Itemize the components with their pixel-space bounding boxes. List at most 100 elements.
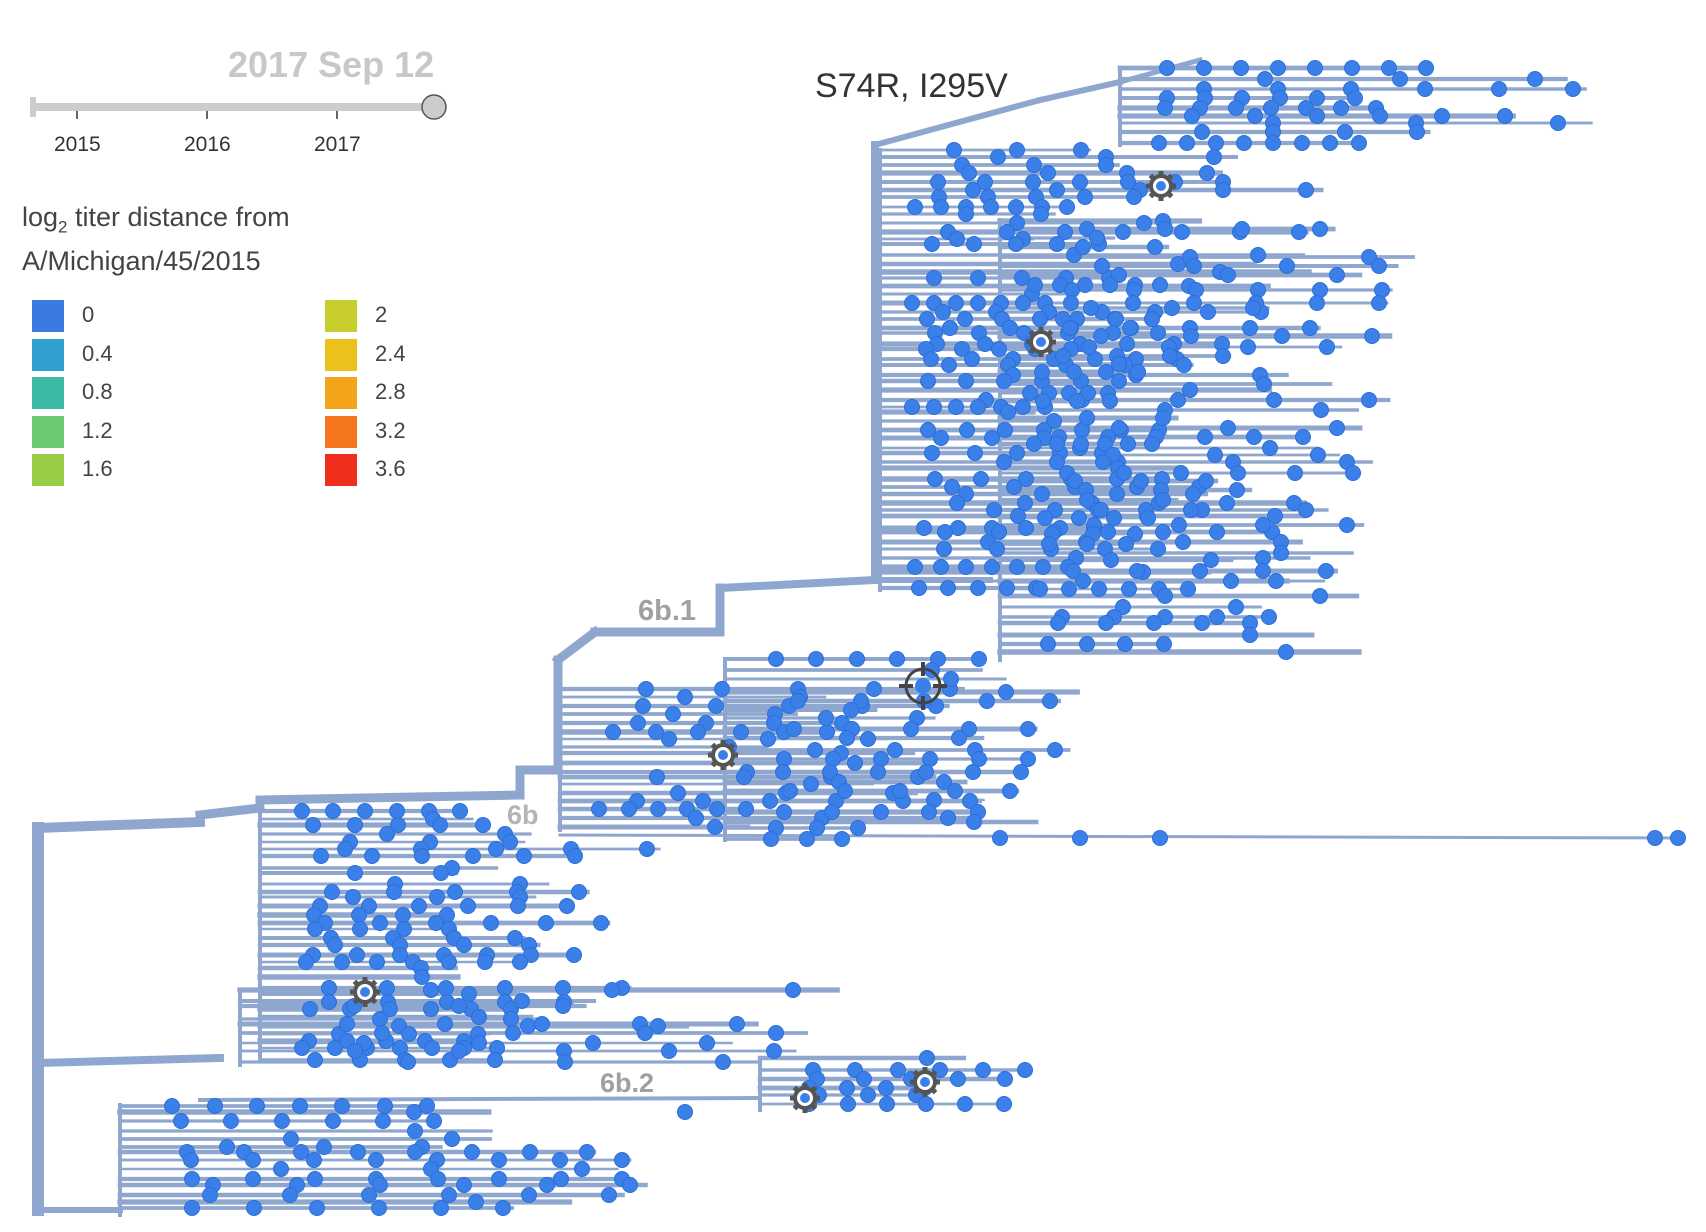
tree-tip[interactable] (1208, 135, 1224, 151)
tree-tip[interactable] (1307, 60, 1323, 76)
tree-tip[interactable] (1066, 364, 1082, 380)
tree-tip[interactable] (574, 1161, 590, 1177)
tree-tip[interactable] (361, 898, 377, 914)
tree-tip[interactable] (1198, 473, 1214, 489)
tree-tip[interactable] (920, 422, 936, 438)
tree-tip[interactable] (1312, 221, 1328, 237)
tree-tip[interactable] (1133, 473, 1149, 489)
tree-tip[interactable] (990, 149, 1006, 165)
tree-tip[interactable] (497, 980, 513, 996)
tree-tip[interactable] (1125, 295, 1141, 311)
tree-branch[interactable] (551, 625, 602, 667)
tree-tip[interactable] (507, 930, 523, 946)
tree-tip[interactable] (468, 1194, 484, 1210)
tree-tip[interactable] (349, 947, 365, 963)
tree-tip[interactable] (1219, 495, 1235, 511)
tree-tip[interactable] (567, 848, 583, 864)
tree-tip[interactable] (1009, 142, 1025, 158)
tree-tip[interactable] (1050, 615, 1066, 631)
tree-tip[interactable] (1008, 199, 1024, 215)
tree-tip[interactable] (555, 980, 571, 996)
tree-tip[interactable] (834, 831, 850, 847)
tree-tip[interactable] (1223, 573, 1239, 589)
tree-tip[interactable] (1312, 282, 1328, 298)
tree-tip[interactable] (1118, 536, 1134, 552)
tree-tip[interactable] (1245, 300, 1261, 316)
tree-tip[interactable] (1186, 258, 1202, 274)
tree-tip[interactable] (1302, 320, 1318, 336)
tree-tip[interactable] (1192, 563, 1208, 579)
tree-tip[interactable] (433, 1200, 449, 1216)
tree-tip[interactable] (966, 236, 982, 252)
tree-tip[interactable] (949, 495, 965, 511)
tree-tip[interactable] (1233, 60, 1249, 76)
tree-tip[interactable] (879, 1096, 895, 1112)
tree-tip[interactable] (375, 1113, 391, 1129)
tree-branch[interactable] (255, 790, 525, 805)
tree-tip[interactable] (979, 693, 995, 709)
tree-tip[interactable] (1122, 320, 1138, 336)
tree-tip[interactable] (321, 994, 337, 1010)
tree-tip[interactable] (1171, 517, 1187, 533)
tree-tip[interactable] (1286, 495, 1302, 511)
tree-tip[interactable] (1298, 100, 1314, 116)
tree-tip[interactable] (1089, 230, 1105, 246)
date-slider[interactable] (20, 85, 480, 145)
tree-tip[interactable] (491, 1171, 507, 1187)
tree-tip[interactable] (1364, 328, 1380, 344)
tree-tip[interactable] (1256, 376, 1272, 392)
tree-tip[interactable] (1062, 320, 1078, 336)
tree-tip[interactable] (999, 224, 1015, 240)
tree-tip[interactable] (1146, 615, 1162, 631)
tree-tip[interactable] (907, 559, 923, 575)
tree-tip[interactable] (639, 841, 655, 857)
tree-tip[interactable] (933, 430, 949, 446)
tree-tip[interactable] (1337, 124, 1353, 140)
tree-tip[interactable] (1073, 436, 1089, 452)
tree-tip[interactable] (521, 1187, 537, 1203)
tree-tip[interactable] (1025, 174, 1041, 190)
tree-tip[interactable] (890, 1062, 906, 1078)
tree-tip[interactable] (762, 793, 778, 809)
tree-branch[interactable] (1036, 78, 1124, 104)
tree-tip[interactable] (1257, 71, 1273, 87)
tree-tip[interactable] (1017, 495, 1033, 511)
tree-tip[interactable] (1155, 492, 1171, 508)
tree-tip[interactable] (1291, 224, 1307, 240)
tree-tip[interactable] (790, 693, 806, 709)
tree-tip[interactable] (1049, 182, 1065, 198)
tree-tip[interactable] (1242, 320, 1258, 336)
tree-tip[interactable] (1032, 311, 1048, 327)
tree-tip[interactable] (1098, 364, 1114, 380)
tree-tip[interactable] (522, 1144, 538, 1160)
tree-tip[interactable] (1095, 454, 1111, 470)
tree-tip[interactable] (1047, 742, 1063, 758)
tree-tip[interactable] (1273, 545, 1289, 561)
tree-tip[interactable] (1081, 339, 1097, 355)
tree-tip[interactable] (1381, 60, 1397, 76)
tree-tip[interactable] (1417, 81, 1433, 97)
tree-tip[interactable] (989, 541, 1005, 557)
tree-tip[interactable] (919, 1050, 935, 1066)
tree-tip[interactable] (942, 320, 958, 336)
tree-tip[interactable] (950, 1071, 966, 1087)
tree-tip[interactable] (904, 295, 920, 311)
tree-tip[interactable] (505, 1025, 521, 1041)
tree-tip[interactable] (347, 817, 363, 833)
tree-tip[interactable] (1164, 300, 1180, 316)
tree-tip[interactable] (1150, 325, 1166, 341)
tree-tip[interactable] (760, 731, 776, 747)
tree-tip[interactable] (471, 1009, 487, 1025)
tree-tip[interactable] (635, 698, 651, 714)
tree-tip[interactable] (839, 1080, 855, 1096)
tree-tip[interactable] (1392, 71, 1408, 87)
gear-icon[interactable] (790, 1083, 820, 1113)
tree-tip[interactable] (339, 1016, 355, 1032)
tree-tip[interactable] (1093, 328, 1109, 344)
tree-tip[interactable] (423, 982, 439, 998)
tree-tip[interactable] (451, 1043, 467, 1059)
tree-tip[interactable] (907, 199, 923, 215)
tree-tip[interactable] (637, 1025, 653, 1041)
tree-tip[interactable] (782, 783, 798, 799)
tree-tip[interactable] (1250, 282, 1266, 298)
